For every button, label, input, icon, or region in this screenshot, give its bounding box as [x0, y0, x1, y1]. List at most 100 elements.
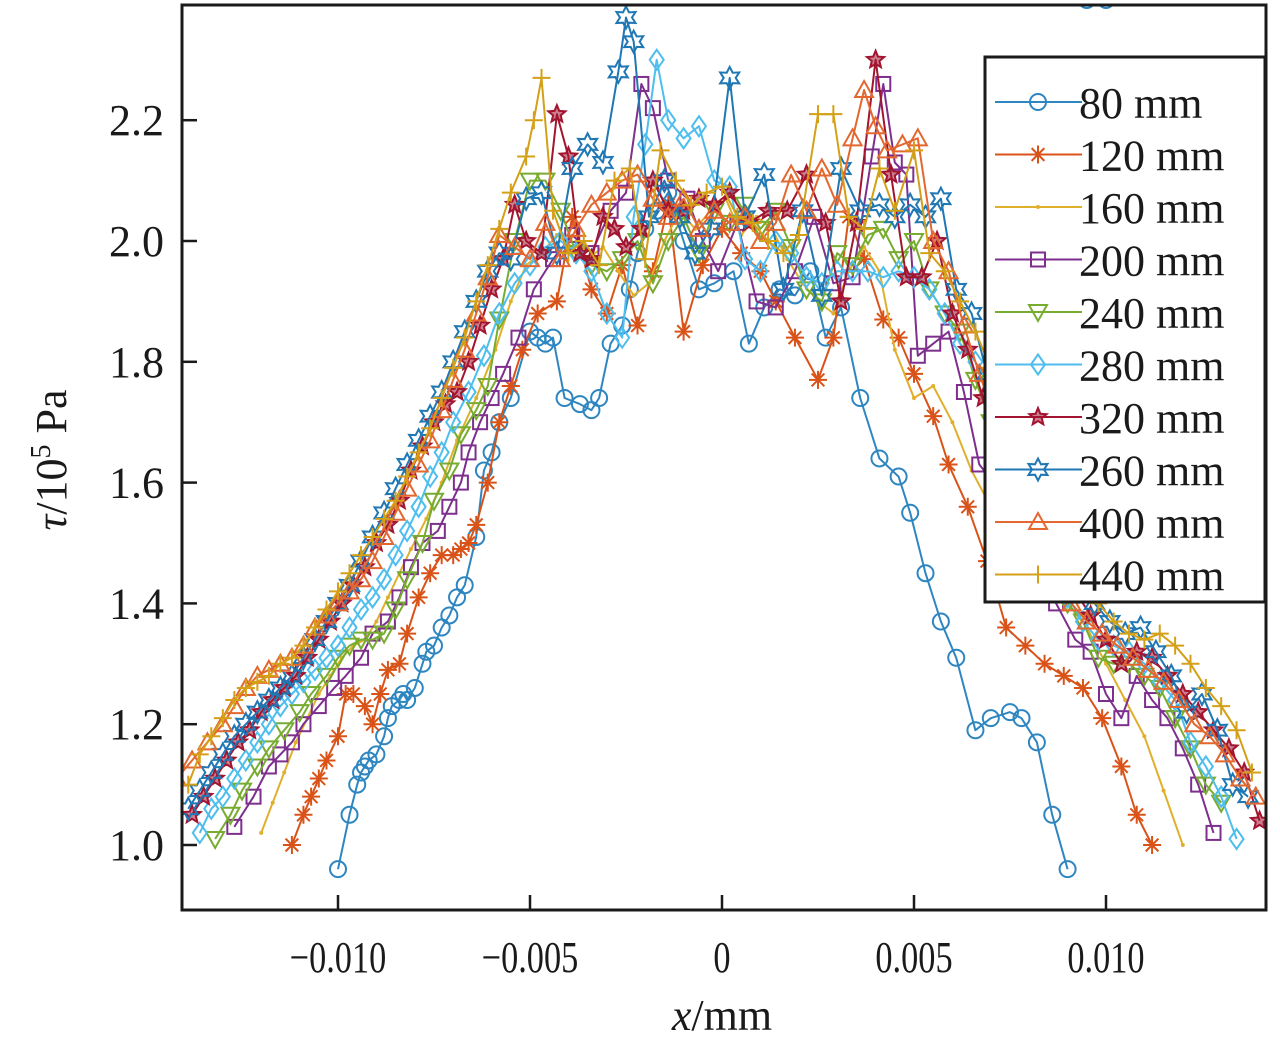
y-axis-title-unit: Pa: [27, 390, 76, 445]
data-point: [582, 280, 601, 299]
data-point: [953, 314, 975, 334]
data-point: [682, 195, 701, 214]
data-point: [306, 658, 324, 682]
data-point: [628, 316, 647, 335]
data-point: [570, 395, 589, 414]
data-point: [633, 75, 650, 92]
data-point: [683, 239, 707, 267]
data-point: [889, 467, 908, 486]
data-point: [441, 498, 458, 515]
data-point: [411, 535, 434, 555]
data-point: [501, 183, 520, 202]
data-point: [1035, 654, 1054, 673]
data-point: [517, 147, 536, 166]
data-point: [398, 467, 417, 486]
data-point: [743, 213, 762, 232]
data-point: [410, 495, 427, 519]
data-point: [918, 281, 941, 301]
data-point: [223, 695, 246, 715]
data-point: [690, 114, 708, 138]
data-point: [283, 734, 300, 751]
data-point: [598, 301, 616, 326]
data-point: [385, 595, 390, 600]
data-point: [1197, 754, 1215, 779]
data-point: [387, 543, 404, 567]
data-point: [1113, 710, 1130, 727]
data-point: [282, 770, 287, 775]
data-point: [767, 299, 784, 316]
data-point: [364, 585, 381, 610]
legend-label: 260 mm: [1079, 447, 1224, 496]
data-point: [391, 589, 408, 606]
data-point: [421, 564, 440, 583]
data-point: [318, 646, 335, 670]
legend-label: 160 mm: [1079, 184, 1224, 233]
data-point: [384, 501, 407, 521]
data-point: [379, 613, 396, 630]
data-point: [432, 546, 451, 565]
data-point: [864, 48, 887, 70]
data-point: [693, 256, 712, 275]
y-tick-label: 1.6: [109, 459, 164, 508]
data-point: [467, 292, 486, 311]
data-point: [315, 608, 338, 635]
data-point: [259, 830, 264, 835]
data-point: [363, 715, 382, 734]
data-point: [375, 727, 394, 746]
data-point: [476, 258, 500, 285]
data-point: [438, 462, 461, 482]
data-point: [875, 75, 892, 92]
data-point: [859, 259, 877, 283]
x-tick-label: 0: [713, 933, 730, 982]
data-point: [202, 727, 221, 746]
data-point: [580, 247, 603, 269]
data-point: [398, 519, 416, 543]
data-point: [831, 311, 836, 316]
data-point: [997, 618, 1016, 637]
data-point: [1120, 624, 1139, 643]
data-point: [839, 207, 858, 226]
data-point: [563, 207, 582, 226]
data-point: [525, 281, 542, 298]
legend-item: 260 mm: [995, 447, 1224, 496]
data-point: [452, 474, 469, 491]
data-point: [1161, 788, 1166, 793]
data-point: [425, 636, 443, 655]
data-point: [405, 678, 424, 697]
y-axis: 1.0 1.2 1.4 1.6 1.8 2.0 2.2: [109, 96, 197, 870]
data-point: [874, 310, 893, 329]
data-point: [459, 534, 478, 552]
data-point: [785, 328, 804, 347]
data-point: [752, 259, 769, 283]
data-point: [898, 166, 915, 183]
data-point: [910, 265, 933, 287]
x-tick-label: −0.005: [482, 933, 579, 982]
data-point: [302, 787, 321, 806]
data-point: [467, 515, 486, 534]
data-point: [246, 758, 269, 778]
data-point: [508, 299, 513, 304]
legend-marker: [1026, 405, 1050, 427]
data-point: [271, 654, 290, 673]
data-point: [409, 588, 428, 607]
data-point: [355, 697, 374, 716]
data-point: [1152, 670, 1175, 690]
data-point: [226, 766, 243, 791]
data-point: [921, 277, 938, 302]
data-point: [924, 407, 943, 426]
data-point: [371, 685, 390, 703]
data-point: [875, 265, 892, 289]
data-point: [373, 625, 395, 645]
data-point: [352, 597, 370, 622]
y-axis-title: τ/105 Pa: [26, 390, 76, 531]
data-point: [337, 667, 354, 684]
data-point: [472, 414, 489, 431]
data-point: [219, 806, 242, 826]
data-point: [329, 633, 347, 658]
data-point: [616, 269, 621, 274]
data-point: [475, 344, 493, 368]
data-point: [1142, 734, 1147, 739]
data-point: [728, 207, 747, 226]
data-point: [1123, 698, 1128, 703]
